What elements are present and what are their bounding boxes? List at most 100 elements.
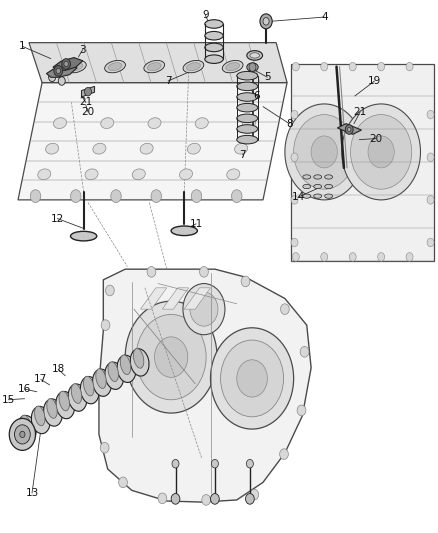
Circle shape	[125, 301, 217, 413]
Ellipse shape	[148, 118, 161, 128]
Ellipse shape	[38, 169, 51, 180]
Ellipse shape	[303, 194, 311, 198]
Circle shape	[311, 136, 337, 168]
Ellipse shape	[325, 194, 332, 198]
Circle shape	[111, 190, 121, 203]
Ellipse shape	[183, 60, 204, 73]
Ellipse shape	[44, 399, 62, 426]
Ellipse shape	[187, 63, 200, 70]
Circle shape	[54, 66, 63, 76]
Ellipse shape	[92, 369, 111, 397]
Circle shape	[347, 127, 351, 132]
Circle shape	[101, 320, 110, 330]
Circle shape	[378, 253, 385, 261]
Circle shape	[263, 18, 269, 25]
Circle shape	[119, 477, 127, 488]
Circle shape	[190, 292, 218, 326]
Ellipse shape	[180, 169, 193, 180]
Circle shape	[321, 62, 328, 71]
Ellipse shape	[105, 60, 125, 73]
Ellipse shape	[237, 93, 258, 101]
Circle shape	[427, 153, 434, 161]
Ellipse shape	[250, 53, 259, 58]
Ellipse shape	[47, 399, 57, 418]
Ellipse shape	[303, 175, 311, 179]
Ellipse shape	[205, 55, 223, 63]
Ellipse shape	[325, 184, 332, 189]
Ellipse shape	[32, 406, 50, 434]
Circle shape	[246, 494, 254, 504]
Text: 9: 9	[202, 10, 208, 20]
Circle shape	[147, 266, 156, 277]
Ellipse shape	[222, 60, 243, 73]
Ellipse shape	[226, 63, 240, 70]
Ellipse shape	[71, 384, 82, 403]
Circle shape	[58, 77, 65, 85]
Circle shape	[291, 238, 298, 247]
Ellipse shape	[227, 169, 240, 180]
Circle shape	[151, 190, 162, 203]
Ellipse shape	[237, 125, 258, 133]
Ellipse shape	[130, 349, 149, 376]
Polygon shape	[337, 124, 361, 134]
Circle shape	[200, 266, 208, 277]
Ellipse shape	[69, 63, 83, 70]
Text: 19: 19	[368, 76, 381, 86]
Ellipse shape	[132, 169, 145, 180]
Circle shape	[62, 59, 71, 69]
Ellipse shape	[53, 118, 67, 128]
Ellipse shape	[71, 231, 97, 241]
Circle shape	[211, 328, 293, 429]
Circle shape	[64, 61, 68, 67]
Text: 6: 6	[253, 91, 260, 101]
Ellipse shape	[314, 194, 321, 198]
Circle shape	[136, 314, 206, 400]
Circle shape	[49, 73, 56, 82]
Ellipse shape	[84, 376, 94, 396]
Ellipse shape	[247, 63, 258, 71]
Ellipse shape	[314, 184, 321, 189]
Ellipse shape	[243, 118, 255, 128]
Circle shape	[14, 425, 30, 444]
Ellipse shape	[59, 391, 70, 411]
Circle shape	[85, 87, 92, 96]
Ellipse shape	[117, 355, 136, 383]
Circle shape	[71, 190, 81, 203]
Ellipse shape	[105, 362, 124, 390]
Circle shape	[342, 104, 420, 200]
Ellipse shape	[108, 63, 122, 70]
Circle shape	[300, 346, 309, 357]
Circle shape	[100, 442, 109, 453]
Ellipse shape	[46, 143, 59, 154]
Circle shape	[285, 104, 364, 200]
Text: 8: 8	[286, 119, 293, 128]
Circle shape	[9, 418, 35, 450]
Ellipse shape	[18, 415, 36, 443]
Text: 16: 16	[18, 384, 31, 394]
Text: 1: 1	[19, 42, 26, 51]
Ellipse shape	[205, 31, 223, 40]
Circle shape	[427, 110, 434, 119]
Circle shape	[427, 238, 434, 247]
Circle shape	[293, 115, 355, 189]
Polygon shape	[99, 269, 311, 502]
Ellipse shape	[140, 143, 153, 154]
Polygon shape	[141, 288, 167, 309]
Circle shape	[378, 62, 385, 71]
Circle shape	[106, 285, 114, 296]
Circle shape	[297, 405, 306, 416]
Circle shape	[237, 360, 267, 397]
Circle shape	[171, 494, 180, 504]
Text: 18: 18	[52, 365, 65, 374]
Text: 12: 12	[51, 214, 64, 223]
Circle shape	[406, 253, 413, 261]
Circle shape	[292, 253, 299, 261]
Text: 14: 14	[291, 192, 305, 202]
Ellipse shape	[195, 118, 208, 128]
Polygon shape	[291, 64, 434, 261]
Circle shape	[172, 459, 179, 468]
Circle shape	[30, 190, 41, 203]
Ellipse shape	[93, 143, 106, 154]
Ellipse shape	[96, 369, 106, 389]
Circle shape	[232, 190, 242, 203]
